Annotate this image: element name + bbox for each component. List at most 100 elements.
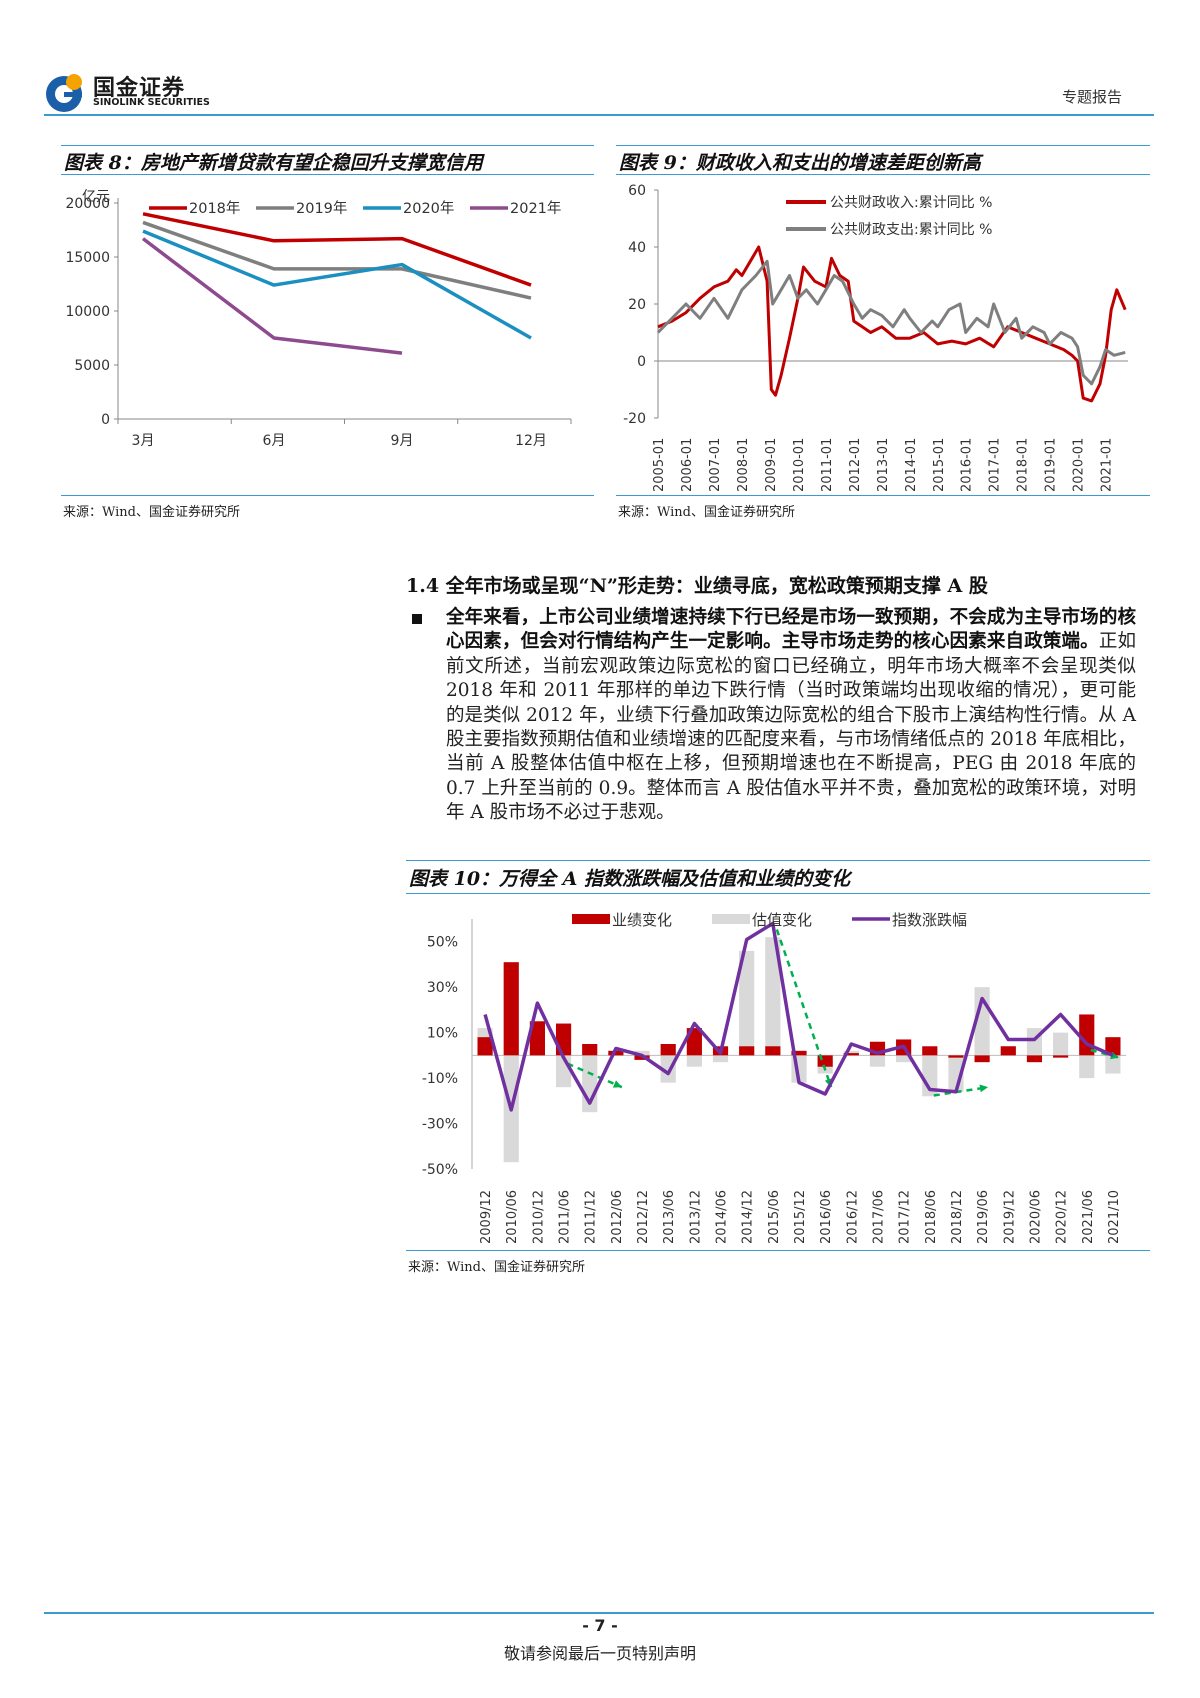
- company-logo-icon: [46, 74, 82, 112]
- x-tick-label: 2009-01: [764, 438, 779, 492]
- section-paragraph: 全年来看，上市公司业绩增速持续下行已经是市场一致预期，不会成为主导市场的核心因素…: [446, 606, 1136, 826]
- earnings-bar: [529, 1021, 545, 1056]
- legend-label: 2018年: [189, 200, 240, 217]
- series-line-2020年: [142, 229, 532, 340]
- figure-8-caption-rule: [61, 174, 594, 175]
- earnings-bar: [791, 1050, 807, 1056]
- valuation-bar: [1079, 1055, 1095, 1079]
- figure-10-chart: -50% -30% -10% 10% 30% 50% 2009/12 2010/06 2010/…: [422, 911, 1126, 1244]
- earnings-bar: [686, 1028, 702, 1056]
- x-tick-label: 2010/06: [505, 1190, 520, 1244]
- trend-arrow-head: [979, 1084, 989, 1093]
- y-tick-label: 5000: [74, 358, 110, 374]
- y-tick-label: 60: [628, 183, 646, 199]
- legend-label: 业绩变化: [612, 911, 672, 929]
- header-divider: [44, 114, 1154, 116]
- x-tick-label: 2015/06: [767, 1190, 782, 1244]
- y-tick-label: 10000: [65, 304, 110, 320]
- earnings-bar: [660, 1044, 676, 1056]
- x-tick-label: 2020/06: [1028, 1190, 1043, 1244]
- x-tick-label: 2010/12: [531, 1190, 546, 1244]
- legend-label: 2021年: [510, 200, 561, 217]
- earnings-bar: [555, 1023, 572, 1056]
- x-tick-label: 2019-01: [1044, 438, 1059, 492]
- legend-label: 2019年: [296, 200, 347, 217]
- x-tick-label: 2020/12: [1055, 1190, 1070, 1244]
- legend-label: 2020年: [403, 200, 454, 217]
- bullet-square-icon: [412, 614, 422, 624]
- earnings-bar: [948, 1055, 964, 1058]
- x-tick-label: 2007-01: [708, 438, 723, 492]
- y-tick-label: 20000: [65, 196, 110, 212]
- y-tick-label: 30%: [427, 980, 458, 996]
- earnings-bar: [843, 1053, 859, 1056]
- company-name-cn: 国金证券: [93, 76, 186, 101]
- figure-8-top-rule: [61, 145, 594, 146]
- valuation-bar: [686, 1055, 702, 1067]
- x-tick-label: 3月: [132, 433, 155, 449]
- x-tick-label: 2012/06: [610, 1190, 625, 1244]
- series-line-2021年: [141, 237, 403, 355]
- company-name-en: SINOLINK SECURITIES: [93, 97, 210, 108]
- x-tick-label: 2018/06: [924, 1190, 939, 1244]
- x-tick-label: 2018-01: [1016, 438, 1031, 492]
- earnings-bar: [974, 1055, 990, 1063]
- series-line-1: [656, 259, 1126, 386]
- figure-10-source: 来源：Wind、国金证券研究所: [408, 1260, 585, 1275]
- legend-label: 指数涨跌幅: [892, 911, 967, 929]
- series-line-2018年: [142, 212, 532, 287]
- valuation-bar: [869, 1055, 886, 1067]
- earnings-bar: [1105, 1037, 1121, 1056]
- valuation-bar: [712, 1055, 729, 1063]
- figure-8-source: 来源：Wind、国金证券研究所: [63, 505, 240, 520]
- y-tick-label: 10%: [427, 1026, 458, 1042]
- x-tick-label: 2013/12: [688, 1190, 703, 1244]
- figure-10-caption: 图表 10：万得全 A 指数涨跌幅及估值和业绩的变化: [409, 868, 851, 890]
- footer-divider: [44, 1612, 1154, 1614]
- x-tick-label: 2011/06: [558, 1190, 573, 1244]
- y-tick-label: -50%: [422, 1162, 458, 1178]
- x-tick-label: 12月: [515, 433, 547, 449]
- x-tick-label: 6月: [263, 433, 286, 449]
- trend-arrow-line: [775, 929, 833, 1088]
- legend-swatch: [712, 914, 750, 924]
- x-tick-label: 2016/12: [845, 1190, 860, 1244]
- valuation-bar: [660, 1055, 676, 1083]
- x-tick-label: 2016-01: [960, 438, 975, 492]
- y-tick-label: 15000: [65, 250, 110, 266]
- earnings-bar: [1000, 1046, 1016, 1056]
- footer-disclaimer: 敬请参阅最后一页特别声明: [503, 1644, 696, 1663]
- x-tick-label: 2017-01: [988, 438, 1003, 492]
- x-tick-label: 2013-01: [876, 438, 891, 492]
- x-tick-label: 2010-01: [792, 438, 807, 492]
- figure-10-bottom-rule: [406, 1250, 1150, 1251]
- x-tick-label: 2013/06: [662, 1190, 677, 1244]
- x-tick-label: 2015-01: [932, 438, 947, 492]
- earnings-bar: [608, 1050, 624, 1056]
- figure-10-caption-rule: [406, 893, 1150, 894]
- page-number: - 7 -: [582, 1616, 618, 1635]
- x-tick-label: 2021/10: [1107, 1190, 1122, 1244]
- x-tick-label: 2017/12: [898, 1190, 913, 1244]
- figure-9-top-rule: [616, 145, 1150, 146]
- legend-swatch: [572, 914, 610, 924]
- earnings-bar: [634, 1055, 650, 1060]
- valuation-bar: [843, 1050, 859, 1056]
- series-line-0: [657, 245, 1127, 403]
- x-tick-label: 2021-01: [1100, 438, 1115, 492]
- figure-9-bottom-rule: [616, 495, 1150, 496]
- valuation-bar: [1053, 1032, 1069, 1056]
- figure-9-chart: -20 0 20 40 60 2005-01 2006-01 2007-01 2008-01 20…: [623, 183, 1128, 492]
- figure-10-top-rule: [406, 860, 1150, 861]
- y-tick-label: 0: [101, 412, 110, 428]
- legend-label: 公共财政支出:累计同比 %: [830, 222, 992, 238]
- earnings-bar: [739, 1046, 755, 1056]
- series-line-2019年: [142, 220, 532, 300]
- paragraph-normal-text: 正如前文所述，当前宏观政策边际宽松的窗口已经确立，明年市场大概率不会呈现类似 2…: [446, 631, 1136, 824]
- x-tick-label: 2011/12: [584, 1190, 599, 1244]
- x-tick-label: 2015/12: [793, 1190, 808, 1244]
- earnings-bar: [582, 1044, 598, 1056]
- x-tick-label: 2014/06: [715, 1190, 730, 1244]
- x-tick-label: 9月: [391, 433, 414, 449]
